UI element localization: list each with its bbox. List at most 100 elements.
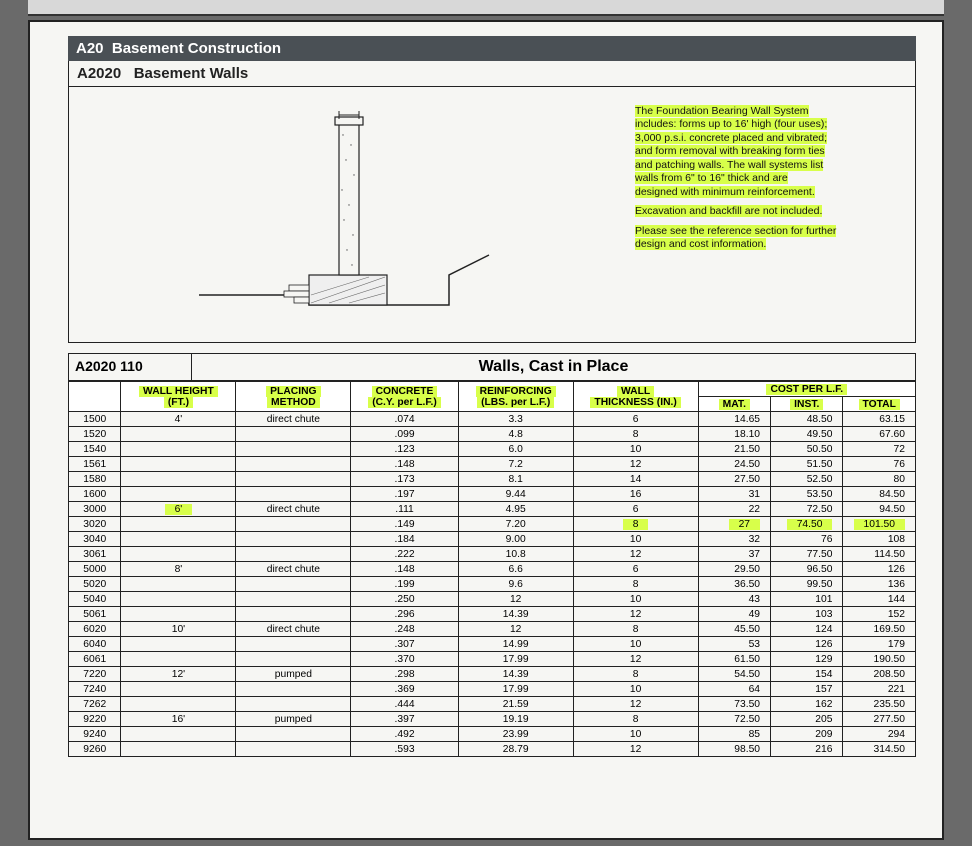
table-cell: 36.50 (698, 577, 770, 592)
table-cell: 94.50 (843, 502, 916, 517)
desc-line: Excavation and backfill are not included… (635, 205, 822, 217)
table-row: 1561.1487.21224.5051.5076 (69, 457, 916, 472)
table-cell: .099 (351, 427, 458, 442)
table-cell: 6 (573, 502, 698, 517)
table-cell: 72.50 (771, 502, 843, 517)
table-cell: 9220 (69, 712, 121, 727)
table-cell: 136 (843, 577, 916, 592)
table-row: 602010'direct chute.24812845.50124169.50 (69, 622, 916, 637)
table-cell: 6' (121, 502, 236, 517)
data-table-wrap: A2020 110 Walls, Cast in Place WALL HEIG… (68, 353, 916, 757)
desc-line: designed with minimum reinforcement. (635, 186, 815, 198)
table-cell: .148 (351, 562, 458, 577)
table-cell: 7.20 (458, 517, 573, 532)
table-row: 3020.1497.2082774.50101.50 (69, 517, 916, 532)
table-cell: 49.50 (771, 427, 843, 442)
table-row: 1600.1979.44163153.5084.50 (69, 487, 916, 502)
table-cell: 314.50 (843, 742, 916, 757)
table-cell: 10.8 (458, 547, 573, 562)
table-cell: 37 (698, 547, 770, 562)
table-cell (236, 637, 351, 652)
table-row: 5020.1999.6836.5099.50136 (69, 577, 916, 592)
table-cell: 24.50 (698, 457, 770, 472)
table-cell: 221 (843, 682, 916, 697)
table-row: 7262.44421.591273.50162235.50 (69, 697, 916, 712)
table-cell (121, 697, 236, 712)
table-code: A2020 110 (68, 353, 192, 381)
subsection-code: A2020 (77, 65, 121, 82)
table-cell (236, 727, 351, 742)
table-row: 3040.1849.00103276108 (69, 532, 916, 547)
table-cell: .111 (351, 502, 458, 517)
table-cell: 277.50 (843, 712, 916, 727)
table-cell: 45.50 (698, 622, 770, 637)
table-cell: 14.39 (458, 667, 573, 682)
table-cell: 31 (698, 487, 770, 502)
table-cell: 21.59 (458, 697, 573, 712)
table-cell: 1561 (69, 457, 121, 472)
table-cell: 6020 (69, 622, 121, 637)
table-cell: 72 (843, 442, 916, 457)
table-cell: 9.6 (458, 577, 573, 592)
table-cell: 14.39 (458, 607, 573, 622)
table-cell: 5000 (69, 562, 121, 577)
table-cell (236, 697, 351, 712)
subsection-header: A2020 Basement Walls (68, 61, 916, 87)
table-cell: 101 (771, 592, 843, 607)
table-cell: 6061 (69, 652, 121, 667)
table-cell: 50.50 (771, 442, 843, 457)
table-cell: 190.50 (843, 652, 916, 667)
table-cell: 169.50 (843, 622, 916, 637)
table-cell: 28.79 (458, 742, 573, 757)
table-cell: 216 (771, 742, 843, 757)
table-cell: 12 (573, 652, 698, 667)
table-cell (121, 472, 236, 487)
desc-line: Please see the reference section for fur… (635, 225, 836, 237)
table-cell: 77.50 (771, 547, 843, 562)
table-cell: 8 (573, 427, 698, 442)
table-cell: 209 (771, 727, 843, 742)
table-cell: 103 (771, 607, 843, 622)
table-cell: 12 (573, 697, 698, 712)
table-cell: 9240 (69, 727, 121, 742)
table-cell: 84.50 (843, 487, 916, 502)
desc-line: The Foundation Bearing Wall System (635, 105, 809, 117)
table-cell: 48.50 (771, 412, 843, 427)
table-cell (236, 592, 351, 607)
table-cell: 152 (843, 607, 916, 622)
table-cell: 1540 (69, 442, 121, 457)
table-cell: 99.50 (771, 577, 843, 592)
table-cell: 10 (573, 727, 698, 742)
table-cell (121, 742, 236, 757)
table-cell: .298 (351, 667, 458, 682)
th-total: TOTAL (843, 397, 916, 412)
table-cell: 5040 (69, 592, 121, 607)
table-cell (121, 577, 236, 592)
table-cell (236, 607, 351, 622)
table-cell: 12 (573, 742, 698, 757)
table-cell: 53 (698, 637, 770, 652)
table-cell: 18.10 (698, 427, 770, 442)
table-cell: 12 (458, 592, 573, 607)
desc-line: includes: forms up to 16' high (four use… (635, 118, 827, 130)
table-cell (121, 487, 236, 502)
table-cell: 10 (573, 637, 698, 652)
table-cell: 14.99 (458, 637, 573, 652)
table-cell: 1600 (69, 487, 121, 502)
table-cell (236, 487, 351, 502)
table-cell: 4.8 (458, 427, 573, 442)
table-row: 1540.1236.01021.5050.5072 (69, 442, 916, 457)
table-cell: 235.50 (843, 697, 916, 712)
table-cell: 22 (698, 502, 770, 517)
table-cell: 14 (573, 472, 698, 487)
table-cell: 12' (121, 667, 236, 682)
table-cell: .296 (351, 607, 458, 622)
th-thickness: WALLTHICKNESS (IN.) (573, 382, 698, 412)
table-cell (236, 547, 351, 562)
table-cell (121, 592, 236, 607)
table-cell: 8 (573, 577, 698, 592)
table-cell: 64 (698, 682, 770, 697)
table-cell: 3061 (69, 547, 121, 562)
table-cell: 4.95 (458, 502, 573, 517)
table-cell: 154 (771, 667, 843, 682)
